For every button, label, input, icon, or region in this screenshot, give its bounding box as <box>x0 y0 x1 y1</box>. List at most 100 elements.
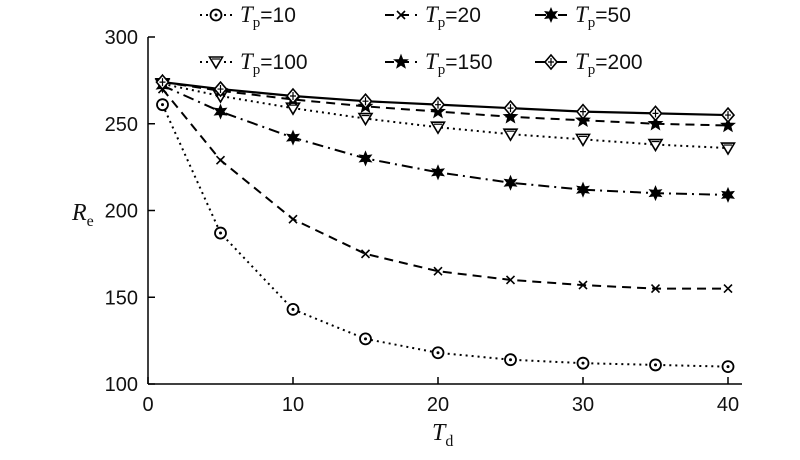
data-point-series-4 <box>285 102 301 116</box>
data-point-series-3 <box>576 181 590 198</box>
legend-label-sub: p <box>253 62 261 78</box>
data-point-series-6 <box>648 105 663 122</box>
legend-item: Tp=20 <box>385 2 481 31</box>
legend-label-value: =150 <box>445 51 492 74</box>
data-point-series-2 <box>433 266 443 276</box>
data-point-series-6 <box>720 106 736 124</box>
data-point-series-3 <box>213 103 228 120</box>
data-point-series-4 <box>720 142 736 156</box>
data-point-series-5 <box>647 115 664 131</box>
data-point-series-1 <box>649 358 662 372</box>
legend-label-base: T <box>240 49 255 74</box>
data-point-series-4 <box>647 138 664 153</box>
legend-label-base: T <box>240 2 255 27</box>
x-axis-title-base: T <box>432 420 447 446</box>
y-axis-title: Re <box>71 200 94 230</box>
data-point-series-2 <box>360 249 371 259</box>
legend-label: Tp=200 <box>575 49 643 78</box>
y-tick-label: 300 <box>105 27 138 49</box>
series-line-4 <box>162 82 729 150</box>
legend-marker <box>543 53 559 71</box>
legend-label-base: T <box>575 2 590 27</box>
data-point-series-6 <box>430 96 446 113</box>
data-point-series-6 <box>285 87 301 105</box>
legend-item: Tp=10 <box>200 2 296 31</box>
data-point-series-6 <box>358 92 373 110</box>
data-point-series-2 <box>723 284 733 294</box>
legend-label: Tp=100 <box>240 49 308 78</box>
legend-label-value: =10 <box>260 4 296 27</box>
x-tick-label: 20 <box>427 394 449 416</box>
legend-marker <box>544 6 558 24</box>
legend-marker <box>393 53 409 69</box>
series-line-2 <box>161 88 728 290</box>
data-point-series-4 <box>575 133 591 147</box>
legend-label-value: =20 <box>445 4 481 27</box>
legend-marker <box>209 8 223 22</box>
legend-label: Tp=10 <box>240 2 296 31</box>
data-point-series-3 <box>286 129 300 146</box>
legend-marker <box>208 56 224 70</box>
data-point-series-1 <box>286 302 300 316</box>
legend-label: Tp=150 <box>425 49 493 78</box>
data-point-series-3 <box>503 174 518 191</box>
y-tick-label: 100 <box>105 374 138 396</box>
data-point-series-1 <box>431 346 445 360</box>
data-point-series-1 <box>721 360 735 374</box>
y-tick-label: 150 <box>105 287 138 309</box>
data-point-series-2 <box>288 214 298 224</box>
legend-label-base: T <box>575 49 590 74</box>
y-tick-label: 200 <box>105 201 138 223</box>
data-point-series-1 <box>504 353 517 367</box>
series-line-1 <box>161 104 729 368</box>
x-axis-title: Td <box>432 420 453 450</box>
x-tick-label: 10 <box>282 394 304 416</box>
legend-label-base: T <box>425 2 440 27</box>
legend-label-sub: p <box>588 15 596 31</box>
legend-item: Tp=50 <box>535 2 631 31</box>
data-point-series-4 <box>357 112 374 127</box>
data-point-series-6 <box>213 80 228 98</box>
data-point-series-1 <box>576 356 590 370</box>
x-tick-label: 0 <box>142 394 153 416</box>
legend-label-sub: p <box>253 15 261 31</box>
legend-item: Tp=200 <box>535 49 643 78</box>
y-axis-title-sub: e <box>87 213 94 230</box>
data-point-series-3 <box>648 185 663 202</box>
data-point-series-3 <box>358 150 373 167</box>
data-point-series-6 <box>575 103 591 120</box>
legend-label-base: T <box>425 49 440 74</box>
legend-item: Tp=100 <box>200 49 308 78</box>
legend-label-sub: p <box>438 62 446 78</box>
data-point-series-2 <box>215 155 226 165</box>
legend-marker <box>396 10 406 20</box>
y-tick-label: 250 <box>105 114 138 136</box>
series-markers <box>154 73 736 374</box>
data-point-series-1 <box>359 332 372 346</box>
x-tick-label: 40 <box>717 394 739 416</box>
data-point-series-5 <box>720 117 736 133</box>
legend-label: Tp=20 <box>425 2 481 31</box>
series-lines <box>161 81 729 368</box>
data-point-series-2 <box>505 275 516 285</box>
ticks: 0 10 20 30 40 100 150 200 250 300 <box>105 27 740 416</box>
data-point-series-3 <box>431 164 445 181</box>
legend-label-value: =50 <box>595 4 631 27</box>
data-point-series-2 <box>578 280 588 290</box>
legend-label-value: =100 <box>260 51 307 74</box>
legend-item: Tp=150 <box>385 49 493 78</box>
x-tick-label: 30 <box>572 394 594 416</box>
data-point-series-1 <box>214 226 227 240</box>
data-point-series-6 <box>155 73 170 91</box>
legend-label-sub: p <box>438 15 446 31</box>
series-line-3 <box>162 84 729 196</box>
data-point-series-2 <box>650 284 661 294</box>
data-point-series-4 <box>430 121 446 135</box>
series-line-5 <box>162 81 729 127</box>
x-axis-title-sub: d <box>445 433 453 450</box>
data-point-series-3 <box>721 186 735 203</box>
series-line-6 <box>162 81 729 117</box>
legend-label-sub: p <box>588 62 596 78</box>
